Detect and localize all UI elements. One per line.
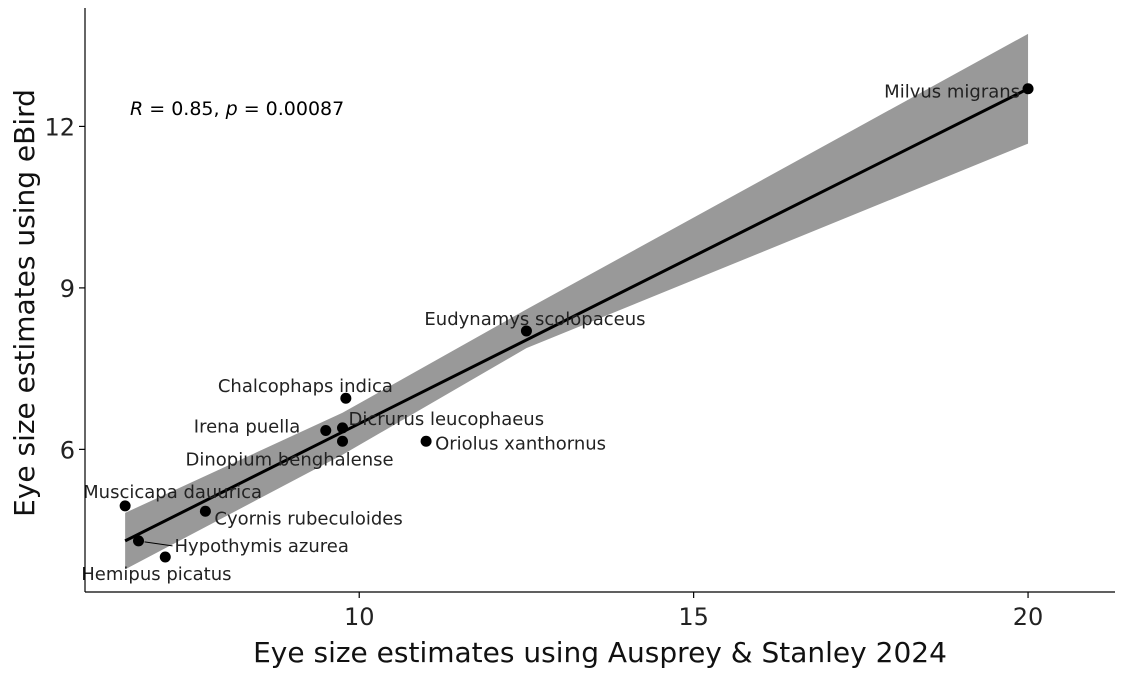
p-value: = 0.00087 — [238, 98, 345, 120]
axes-layer: 10 15 20 6 9 12 — [44, 8, 1115, 631]
data-point — [420, 435, 432, 447]
point-label: Dinopium benghalense — [186, 449, 394, 470]
x-tick-label: 20 — [1013, 603, 1044, 631]
p-symbol: p — [225, 98, 238, 120]
data-point — [199, 505, 211, 517]
point-label: Irena puella — [194, 417, 301, 438]
data-point — [337, 435, 348, 447]
confidence-band-layer — [125, 33, 1029, 570]
y-tick-label: 12 — [44, 113, 75, 141]
data-point — [133, 535, 145, 547]
data-point — [520, 325, 532, 337]
x-tick-label: 10 — [344, 603, 375, 631]
point-labels-layer: Milvus migrans Eudynamys scolopaceus Chalc… — [81, 82, 1020, 585]
y-tick-label: 9 — [60, 275, 75, 303]
data-point — [320, 425, 332, 437]
data-point — [119, 500, 131, 512]
regression-line-layer — [124, 87, 1029, 543]
label-leader-line — [144, 541, 173, 547]
data-point — [337, 422, 348, 434]
point-label: Eudynamys scolopaceus — [424, 309, 645, 330]
x-tick-label: 15 — [678, 603, 709, 631]
r-symbol: R — [130, 98, 143, 120]
regression-line — [124, 87, 1029, 543]
y-axis-title: Eye size estimates using eBird — [8, 89, 41, 517]
data-point — [159, 551, 171, 563]
confidence-band — [125, 33, 1029, 570]
points-layer — [119, 83, 1034, 563]
point-label: Hemipus picatus — [81, 564, 231, 585]
correlation-annotation: R = 0.85, p = 0.00087 — [130, 98, 344, 120]
point-label: Chalcophaps indica — [218, 376, 393, 397]
point-label: Dicrurus leucophaeus — [349, 409, 545, 430]
point-label: Oriolus xanthornus — [435, 433, 606, 454]
data-point — [1022, 83, 1034, 95]
point-label: Muscicapa dauurica — [83, 482, 262, 503]
data-point — [340, 392, 352, 404]
y-tick-label: 6 — [60, 436, 75, 464]
x-axis-title: Eye size estimates using Ausprey & Stanl… — [253, 636, 947, 669]
r-value: = 0.85, — [143, 98, 225, 120]
point-label: Cyornis rubeculoides — [214, 508, 402, 529]
point-label: Hypothymis azurea — [175, 536, 349, 557]
point-label: Milvus migrans — [884, 82, 1020, 103]
